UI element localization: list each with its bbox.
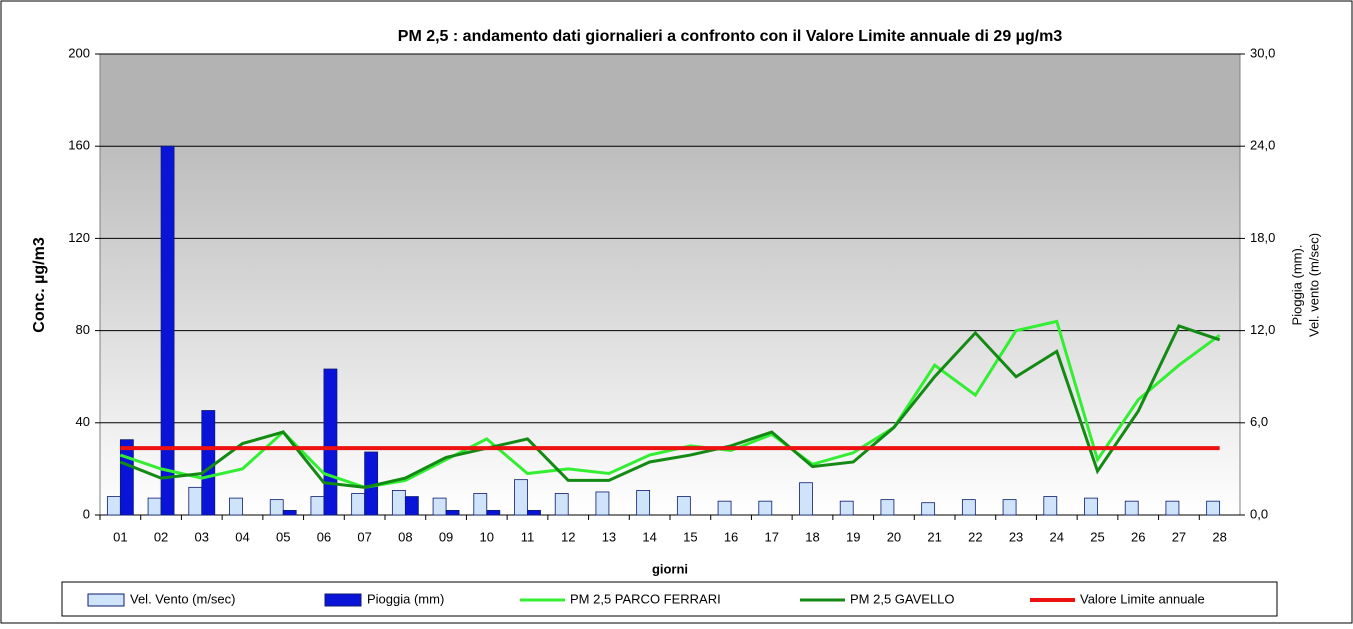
y-axis-label: Conc. µg/m3 bbox=[31, 237, 48, 333]
bar bbox=[188, 486, 203, 516]
x-tick-label: 01 bbox=[113, 529, 127, 544]
y2-tick-label: 6,0 bbox=[1250, 414, 1268, 429]
legend-label: Vel. Vento (m/sec) bbox=[130, 591, 236, 606]
x-tick-label: 20 bbox=[887, 529, 901, 544]
bar bbox=[799, 482, 813, 516]
bar bbox=[106, 496, 121, 516]
x-tick-label: 24 bbox=[1050, 529, 1064, 544]
y-tick-label: 160 bbox=[68, 138, 90, 153]
x-tick-label: 10 bbox=[480, 529, 494, 544]
x-tick-label: 18 bbox=[805, 529, 819, 544]
bar bbox=[595, 491, 610, 516]
bar bbox=[880, 499, 895, 516]
bar bbox=[1165, 500, 1180, 516]
bar bbox=[445, 509, 460, 516]
bar bbox=[229, 497, 243, 516]
x-tick-label: 23 bbox=[1009, 529, 1023, 544]
bar bbox=[473, 493, 488, 516]
x-tick-label: 06 bbox=[317, 529, 331, 544]
x-tick-label: 05 bbox=[276, 529, 290, 544]
x-tick-label: 19 bbox=[846, 529, 860, 544]
bar bbox=[351, 493, 366, 516]
x-tick-label: 08 bbox=[398, 529, 412, 544]
x-tick-label: 12 bbox=[561, 529, 575, 544]
bar bbox=[432, 497, 447, 516]
bar bbox=[554, 493, 569, 516]
bar bbox=[514, 479, 528, 516]
legend-label: PM 2,5 GAVELLO bbox=[850, 591, 955, 606]
y2-tick-label: 12,0 bbox=[1250, 322, 1275, 337]
legend-label: Pioggia (mm) bbox=[367, 591, 444, 606]
bar bbox=[1206, 500, 1221, 516]
bar bbox=[269, 499, 284, 516]
x-tick-label: 17 bbox=[765, 529, 779, 544]
x-tick-label: 26 bbox=[1131, 529, 1145, 544]
x-tick-label: 13 bbox=[602, 529, 616, 544]
bar bbox=[323, 368, 338, 516]
bar bbox=[147, 497, 162, 516]
x-tick-label: 07 bbox=[357, 529, 371, 544]
bar bbox=[636, 490, 651, 516]
chart-title: PM 2,5 : andamento dati giornalieri a co… bbox=[398, 28, 1063, 45]
line-series bbox=[119, 319, 1221, 489]
bar bbox=[1043, 496, 1058, 516]
y-tick-label: 200 bbox=[68, 45, 90, 60]
x-tick-label: 25 bbox=[1090, 529, 1104, 544]
bar bbox=[201, 410, 216, 516]
bar bbox=[1124, 500, 1139, 516]
bar bbox=[404, 496, 419, 516]
y2-tick-label: 0,0 bbox=[1250, 506, 1268, 521]
bar bbox=[839, 500, 854, 516]
legend-swatch bbox=[87, 593, 125, 607]
legend-label: PM 2,5 PARCO FERRARI bbox=[570, 591, 721, 606]
bar bbox=[119, 439, 134, 516]
plot-background bbox=[100, 54, 1240, 147]
y2-axis-label: Pioggia (mm). bbox=[1289, 245, 1304, 326]
y-tick-label: 80 bbox=[76, 322, 90, 337]
bar bbox=[676, 496, 691, 516]
bar bbox=[921, 502, 936, 516]
x-tick-label: 16 bbox=[724, 529, 738, 544]
x-tick-label: 21 bbox=[927, 529, 941, 544]
bar bbox=[758, 500, 773, 516]
y-tick-label: 40 bbox=[76, 414, 90, 429]
x-tick-label: 09 bbox=[439, 529, 453, 544]
x-tick-label: 03 bbox=[195, 529, 209, 544]
bar bbox=[961, 499, 976, 516]
y-tick-label: 0 bbox=[83, 506, 90, 521]
legend-swatch bbox=[324, 593, 362, 607]
bar bbox=[282, 509, 297, 516]
y2-tick-label: 24,0 bbox=[1250, 138, 1275, 153]
y2-tick-label: 30,0 bbox=[1250, 45, 1275, 60]
x-tick-label: 27 bbox=[1172, 529, 1186, 544]
x-tick-label: 02 bbox=[154, 529, 168, 544]
legend-label: Valore Limite annuale bbox=[1080, 591, 1205, 606]
x-axis-label: giorni bbox=[652, 561, 688, 576]
x-tick-label: 11 bbox=[521, 529, 535, 544]
y2-tick-label: 18,0 bbox=[1250, 230, 1275, 245]
y2-axis-label: Vel. vento (m/sec) bbox=[1306, 233, 1321, 337]
bar bbox=[310, 496, 325, 516]
x-tick-label: 15 bbox=[683, 529, 697, 544]
x-tick-label: 14 bbox=[642, 529, 656, 544]
x-tick-label: 22 bbox=[968, 529, 982, 544]
bar bbox=[1002, 499, 1017, 516]
x-tick-label: 04 bbox=[235, 529, 249, 544]
bar bbox=[1084, 497, 1098, 516]
x-tick-label: 28 bbox=[1212, 529, 1226, 544]
bar bbox=[527, 509, 541, 516]
bar bbox=[717, 500, 732, 516]
bar bbox=[486, 509, 501, 516]
line-series bbox=[119, 324, 1221, 489]
bar bbox=[160, 145, 175, 516]
y-tick-label: 120 bbox=[68, 230, 90, 245]
bar bbox=[391, 490, 406, 516]
